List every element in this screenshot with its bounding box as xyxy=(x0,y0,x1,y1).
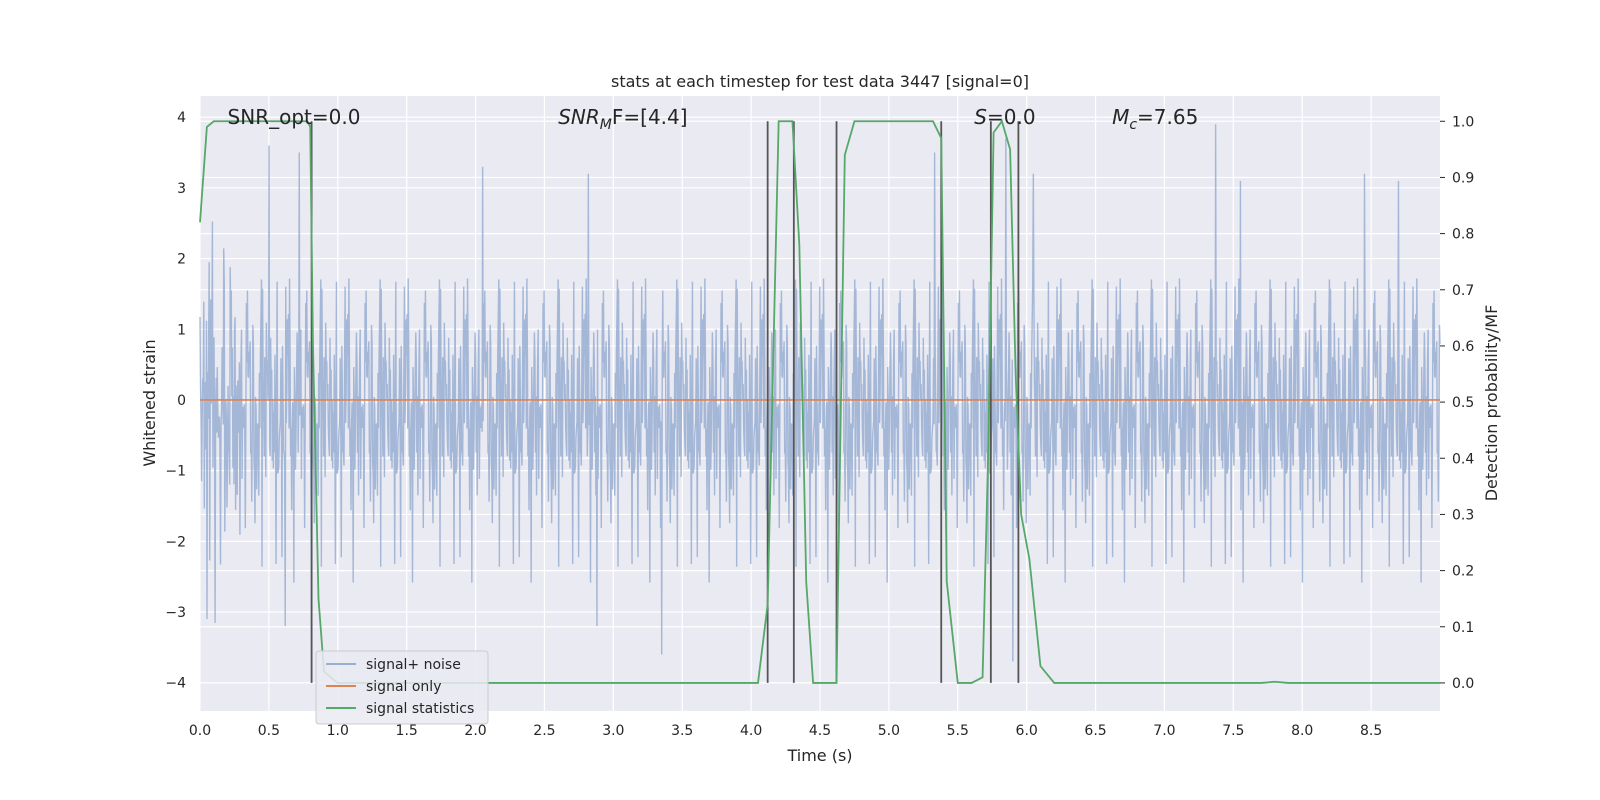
annotation-snr-mf: SNRMF=[4.4] xyxy=(558,105,687,133)
x-tick-label: 8.5 xyxy=(1360,723,1382,739)
y-tick-label: −3 xyxy=(165,605,186,621)
y-tick-label-right: 0.7 xyxy=(1452,283,1474,299)
annotation-mc: Mc=7.65 xyxy=(1112,105,1198,133)
annotation-main: SNR_opt=0.0 xyxy=(228,105,361,129)
signal-statistics-line xyxy=(199,119,1440,684)
y-tick-label: −1 xyxy=(165,464,186,480)
annotations: SNR_opt=0.0 SNRMF=[4.4] S=0.0 Mc=7.65 xyxy=(228,105,1199,133)
y-tick-label: 0 xyxy=(177,393,186,409)
y-tick-label-right: 0.9 xyxy=(1452,170,1474,186)
signal-noise-line xyxy=(199,124,1441,683)
x-tick-label: 0.0 xyxy=(189,723,211,739)
y-tick-label-right: 0.6 xyxy=(1452,339,1474,355)
x-tick-label: 7.5 xyxy=(1222,723,1244,739)
y-tick-label-right: 0.0 xyxy=(1452,676,1474,692)
annotation-s-stat: S=0.0 xyxy=(974,105,1035,129)
annotation-subscript: c xyxy=(1129,117,1137,133)
y-tick-label: 3 xyxy=(177,181,186,197)
chart-title: stats at each timestep for test data 344… xyxy=(611,72,1029,91)
x-tick-label: 6.0 xyxy=(1016,723,1038,739)
x-tick-label: 6.5 xyxy=(1084,723,1106,739)
legend-label: signal statistics xyxy=(366,701,474,717)
legend-label: signal+ noise xyxy=(366,657,461,673)
y-tick-label-right: 1.0 xyxy=(1452,114,1474,130)
y-tick-label: 4 xyxy=(177,110,186,126)
x-tick-label: 7.0 xyxy=(1153,723,1175,739)
y-tick-label-right: 0.3 xyxy=(1452,507,1474,523)
x-tick-label: 8.0 xyxy=(1291,723,1313,739)
annotation-snr-opt: SNR_opt=0.0 xyxy=(228,105,361,129)
y-tick-label-right: 0.4 xyxy=(1452,451,1474,467)
y-tick-label-right: 0.5 xyxy=(1452,395,1474,411)
y-tick-label-right: 0.2 xyxy=(1452,564,1474,580)
annotation-main: SNR xyxy=(558,105,600,129)
y-tick-label: −2 xyxy=(165,534,186,550)
x-axis-label: Time (s) xyxy=(786,746,852,765)
x-tick-label: 1.5 xyxy=(396,723,418,739)
annotation-suffix: =7.65 xyxy=(1137,105,1198,129)
annotation-suffix: F=[4.4] xyxy=(612,105,688,129)
x-tick-label: 4.5 xyxy=(809,723,831,739)
x-tick-label: 4.0 xyxy=(740,723,762,739)
axis-ticks: 0.0 0.5 1.0 1.5 2.0 2.5 3.0 3.5 4.0 4.5 5.0 5.5 6.0 6… xyxy=(165,110,1474,739)
signal-noise-series xyxy=(199,124,1441,683)
legend: signal+ noise signal only signal statistic… xyxy=(315,650,489,725)
y-tick-label: 1 xyxy=(177,322,186,338)
x-tick-label: 2.5 xyxy=(533,723,555,739)
annotation-suffix: =0.0 xyxy=(987,105,1036,129)
x-tick-label: 5.5 xyxy=(947,723,969,739)
signal-statistics-series xyxy=(199,119,1440,684)
x-tick-label: 2.0 xyxy=(464,723,486,739)
y-tick-label: 2 xyxy=(177,252,186,268)
y-tick-label-right: 0.1 xyxy=(1452,620,1474,636)
x-tick-label: 3.5 xyxy=(671,723,693,739)
x-tick-label: 0.5 xyxy=(258,723,280,739)
legend-box xyxy=(315,650,489,725)
legend-label: signal only xyxy=(366,679,441,695)
y-tick-label: −4 xyxy=(165,676,186,692)
annotation-subscript: M xyxy=(600,117,612,133)
annotation-main: M xyxy=(1112,105,1129,129)
annotation-main: S xyxy=(974,105,987,129)
y-axis-label: Whitened strain xyxy=(140,339,159,466)
y-axis-label-right: Detection probability/MF xyxy=(1482,305,1501,502)
x-tick-label: 1.0 xyxy=(327,723,349,739)
y-tick-label-right: 0.8 xyxy=(1452,227,1474,243)
x-tick-label: 5.0 xyxy=(878,723,900,739)
x-tick-label: 3.0 xyxy=(602,723,624,739)
